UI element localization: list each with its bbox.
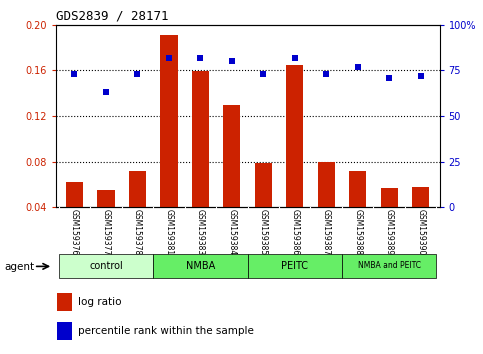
Text: log ratio: log ratio <box>78 297 122 307</box>
Bar <box>248 255 342 278</box>
Bar <box>286 65 303 207</box>
Text: control: control <box>89 261 123 271</box>
Text: GSM159377: GSM159377 <box>101 210 111 256</box>
Text: percentile rank within the sample: percentile rank within the sample <box>78 326 254 336</box>
Bar <box>349 171 366 207</box>
Text: agent: agent <box>5 262 35 272</box>
Text: GSM159390: GSM159390 <box>416 210 425 256</box>
Bar <box>342 255 436 278</box>
Point <box>259 71 267 77</box>
Bar <box>317 161 335 207</box>
Text: NMBA and PEITC: NMBA and PEITC <box>358 261 421 270</box>
Bar <box>255 162 272 207</box>
Bar <box>160 35 178 207</box>
Text: GSM159387: GSM159387 <box>322 210 331 256</box>
Text: GSM159388: GSM159388 <box>353 210 362 256</box>
Point <box>197 55 204 61</box>
Text: GDS2839 / 28171: GDS2839 / 28171 <box>56 9 168 22</box>
Bar <box>97 190 114 207</box>
Text: GSM159383: GSM159383 <box>196 210 205 256</box>
Bar <box>57 293 71 312</box>
Bar <box>381 188 398 207</box>
Point <box>354 64 362 69</box>
Text: PEITC: PEITC <box>281 261 308 271</box>
Bar <box>57 321 71 341</box>
Bar <box>412 187 429 207</box>
Point <box>165 55 173 61</box>
Bar <box>66 182 83 207</box>
Point <box>102 90 110 95</box>
Text: GSM159381: GSM159381 <box>164 210 173 256</box>
Bar <box>59 255 153 278</box>
Point <box>228 58 236 64</box>
Point <box>385 75 393 80</box>
Bar <box>223 104 241 207</box>
Text: NMBA: NMBA <box>185 261 215 271</box>
Point <box>417 73 425 79</box>
Text: GSM159378: GSM159378 <box>133 210 142 256</box>
Text: GSM159389: GSM159389 <box>384 210 394 256</box>
Point <box>322 71 330 77</box>
Bar <box>153 255 248 278</box>
Text: GSM159376: GSM159376 <box>70 210 79 256</box>
Text: GSM159385: GSM159385 <box>259 210 268 256</box>
Bar <box>129 171 146 207</box>
Point <box>291 55 298 61</box>
Bar <box>192 72 209 207</box>
Point <box>71 71 78 77</box>
Point <box>133 71 141 77</box>
Text: GSM159386: GSM159386 <box>290 210 299 256</box>
Text: GSM159384: GSM159384 <box>227 210 236 256</box>
